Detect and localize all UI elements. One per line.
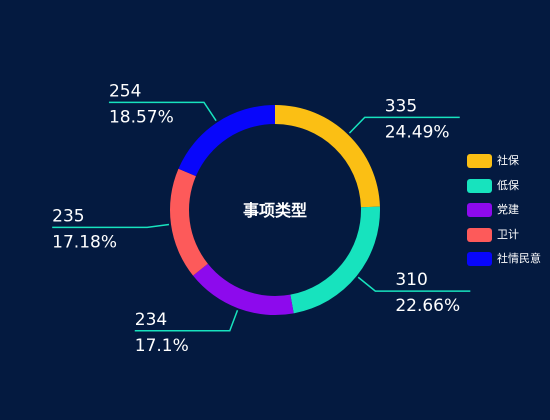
legend-swatch-5 [467,252,492,266]
legend: 社保低保党建卫计社情民意 [467,153,547,276]
legend-item-4[interactable]: 卫计 [467,227,547,243]
value-label-1: 335 [385,96,417,116]
donut-slices [169,105,380,315]
leader-line-2 [357,276,471,292]
leader-line-1 [348,116,460,134]
leader-lines [52,101,471,332]
legend-swatch-1 [467,154,492,168]
value-label-3: 234 [135,310,167,330]
legend-swatch-3 [467,203,492,217]
legend-item-5[interactable]: 社情民意 [467,251,547,267]
slice-1[interactable] [275,105,380,208]
percent-label-2: 22.66% [395,296,460,316]
slice-labels: 335 24.49% 310 22.66% 234 17.1% 235 17.18% 254 18… [52,81,460,355]
slice-3[interactable] [193,263,294,315]
legend-swatch-4 [467,227,492,242]
center-title: 事项类型 [243,201,307,220]
legend-label-5: 社情民意 [497,252,541,265]
legend-item-1[interactable]: 社保 [467,153,547,169]
leader-line-4 [52,223,170,229]
percent-label-3: 17.1% [135,336,189,356]
legend-label-1: 社保 [497,154,519,167]
legend-item-2[interactable]: 低保 [467,178,547,194]
slice-4[interactable] [169,168,208,276]
slice-2[interactable] [290,206,380,314]
leader-line-5 [108,101,217,122]
percent-label-4: 17.18% [52,232,117,252]
percent-label-5: 18.57% [109,107,174,127]
value-label-2: 310 [395,270,427,290]
value-label-4: 235 [52,206,84,226]
legend-swatch-2 [467,178,492,193]
percent-label-1: 24.49% [385,122,450,142]
leader-line-3 [134,309,239,332]
legend-label-2: 低保 [497,178,519,192]
slice-5[interactable] [178,105,275,177]
value-label-5: 254 [109,81,141,101]
legend-item-3[interactable]: 党建 [467,202,547,218]
legend-label-4: 卫计 [497,227,519,241]
legend-label-3: 党建 [497,203,519,216]
